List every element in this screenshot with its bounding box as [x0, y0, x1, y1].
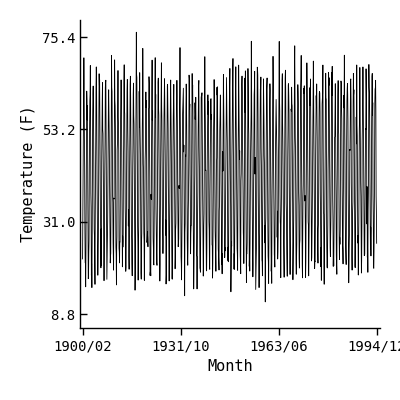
X-axis label: Month: Month	[207, 359, 253, 374]
Y-axis label: Temperature (F): Temperature (F)	[21, 106, 36, 242]
